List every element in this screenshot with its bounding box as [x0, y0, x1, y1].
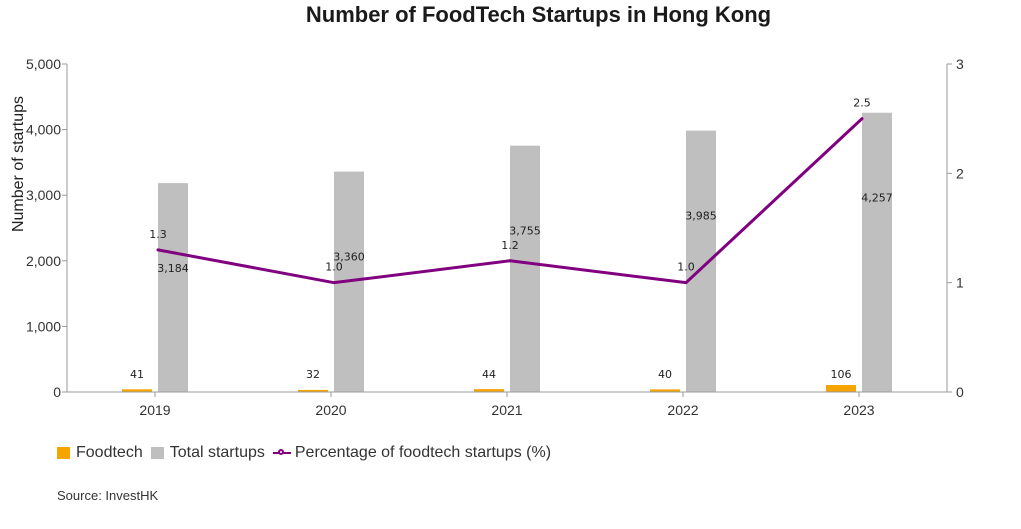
left-tick-label-3: 3,000	[26, 187, 61, 203]
percentage-point-2022	[684, 281, 688, 285]
chart-title: Number of FoodTech Startups in Hong Kong	[305, 2, 772, 27]
legend-label-total-startups: Total startups	[169, 444, 265, 461]
left-tick-label-2: 2,000	[26, 253, 61, 269]
foodtech-value-label-2019: 41	[130, 368, 144, 381]
source-note: Source: InvestHK	[57, 488, 159, 503]
foodtech-bars	[122, 385, 856, 392]
percentage-value-label-2020: 1.0	[325, 261, 343, 274]
total-startups-value-label-2020: 3,360	[333, 251, 365, 264]
total-startups-bar-2021	[510, 145, 540, 392]
percentage-value-label-2021: 1.2	[501, 239, 519, 252]
foodtech-bar-2020	[298, 389, 328, 392]
foodtech-value-label-2022: 40	[658, 368, 672, 381]
left-tick-label-0: 0	[53, 384, 61, 400]
left-tick-label-1: 1,000	[26, 318, 61, 334]
foodtech-value-label-2023: 106	[831, 368, 852, 381]
x-tick-label-2023: 2023	[843, 402, 874, 418]
total-startups-value-label-2023: 4,257	[861, 192, 893, 205]
percentage-value-label-2022: 1.0	[677, 261, 695, 274]
right-tick-label-0: 0	[956, 384, 964, 400]
legend-swatch-foodtech	[57, 447, 70, 459]
legend-label-percentage: Percentage of foodtech startups (%)	[294, 444, 552, 461]
total-startups-bar-2019	[158, 183, 188, 392]
legend-swatch-total-startups	[150, 447, 164, 459]
percentage-line-series	[156, 117, 864, 285]
left-tick-label-5: 5,000	[26, 56, 61, 72]
data-labels: 41 3,184 32 3,360 44 3,755 40 3,985 106 4,257 1.3 1…	[130, 97, 893, 381]
foodtech-value-label-2021: 44	[482, 368, 496, 381]
legend: Foodtech Total startups Percentage of fo…	[57, 444, 559, 462]
x-tick-label-2022: 2022	[667, 402, 698, 418]
percentage-point-2021	[508, 259, 512, 263]
y-axis-title: Number of startups	[10, 96, 27, 232]
legend-label-foodtech: Foodtech	[76, 444, 143, 461]
right-tick-label-2: 2	[956, 165, 964, 181]
percentage-point-2020	[332, 281, 336, 285]
total-startups-bars	[158, 112, 892, 393]
total-startups-value-label-2019: 3,184	[157, 262, 189, 275]
foodtech-bar-2023	[826, 385, 856, 392]
total-startups-bar-2023	[862, 112, 892, 393]
percentage-value-label-2023: 2.5	[853, 97, 871, 110]
percentage-point-2019	[156, 248, 160, 252]
right-tick-label-3: 3	[956, 56, 964, 72]
total-startups-value-label-2022: 3,985	[685, 210, 717, 223]
axes: 0 1,000 2,000 3,000 4,000 5,000 0 1 2 3 2019 2020 20…	[26, 56, 964, 418]
foodtech-bar-2021	[474, 389, 504, 392]
legend-item-percentage[interactable]: Percentage of foodtech startups (%)	[272, 444, 552, 462]
legend-item-foodtech[interactable]: Foodtech	[57, 444, 143, 462]
foodtech-bar-2019	[122, 389, 152, 392]
foodtech-bar-2022	[650, 389, 680, 392]
right-tick-label-1: 1	[956, 275, 964, 291]
percentage-value-label-2019: 1.3	[149, 228, 167, 241]
x-tick-label-2019: 2019	[139, 402, 170, 418]
x-tick-label-2021: 2021	[491, 402, 522, 418]
legend-line-marker-icon	[272, 447, 291, 459]
total-startups-value-label-2021: 3,755	[509, 225, 541, 238]
x-tick-label-2020: 2020	[315, 402, 346, 418]
legend-item-total-startups[interactable]: Total startups	[150, 444, 265, 462]
percentage-point-2023	[860, 117, 864, 121]
left-tick-label-4: 4,000	[26, 122, 61, 138]
foodtech-value-label-2020: 32	[306, 368, 320, 381]
